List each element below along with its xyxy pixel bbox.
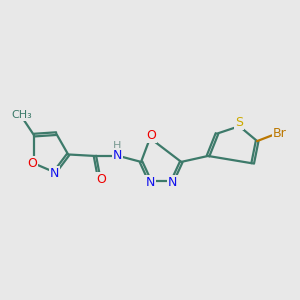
Text: H: H <box>113 141 122 152</box>
Text: N: N <box>112 149 122 163</box>
Text: N: N <box>168 176 177 189</box>
Text: S: S <box>235 116 243 129</box>
Text: N: N <box>145 176 155 189</box>
Text: CH₃: CH₃ <box>12 110 32 120</box>
Text: O: O <box>147 129 156 142</box>
Text: O: O <box>96 173 106 186</box>
Text: Br: Br <box>273 127 286 140</box>
Text: O: O <box>28 157 38 170</box>
Text: N: N <box>50 167 59 180</box>
